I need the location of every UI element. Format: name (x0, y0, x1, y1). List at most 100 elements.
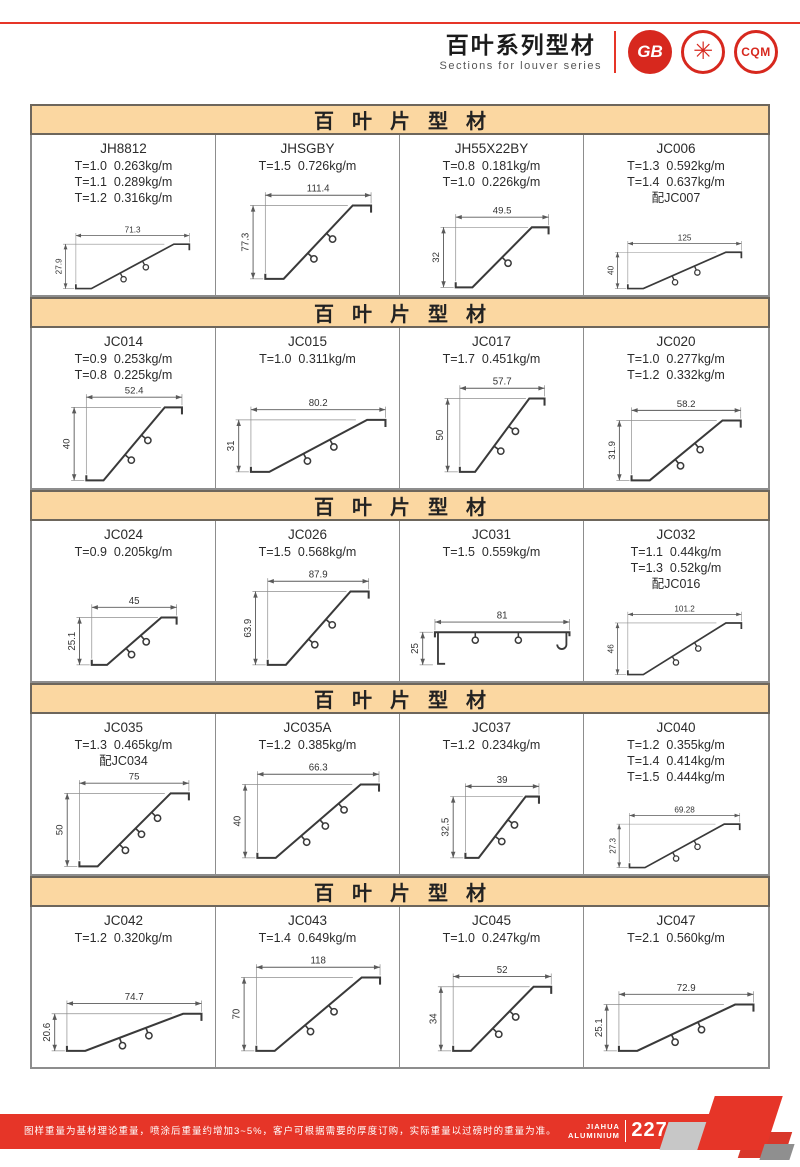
svg-text:74.7: 74.7 (124, 992, 143, 1003)
svg-text:45: 45 (128, 596, 139, 607)
page-header: 百叶系列型材 Sections for louver series GB ✳ C… (440, 30, 778, 74)
svg-text:69.28: 69.28 (674, 805, 695, 814)
title-block: 百叶系列型材 Sections for louver series (440, 32, 603, 72)
profile-section-4: 百叶片型材 JC035 T=1.3 0.465kg/m 配JC034 75 50 JC035… (30, 683, 770, 876)
profile-cell-JC031: JC031 T=1.5 0.559kg/m 81 25 (400, 521, 584, 681)
svg-text:34: 34 (428, 1013, 439, 1024)
profile-cell-JC006: JC006 T=1.3 0.592kg/m T=1.4 0.637kg/m 配JC00… (584, 135, 768, 295)
profile-spec: 配JC007 (651, 190, 701, 205)
profile-model: JHSGBY (280, 141, 335, 156)
profile-drawing-wrap: 74.7 20.6 (32, 946, 215, 1067)
svg-text:58.2: 58.2 (677, 398, 696, 409)
section-banner: 百叶片型材 (30, 104, 770, 135)
star-logo-glyph: ✳ (692, 38, 714, 65)
profile-spec: T=1.3 0.592kg/m (627, 158, 725, 173)
profile-drawing-JC026: 87.9 63.9 (242, 570, 370, 667)
profile-model: JC035 (103, 720, 144, 735)
profile-spec: T=1.5 0.568kg/m (258, 544, 357, 559)
profile-cell-JC017: JC017 T=1.7 0.451kg/m 57.7 50 (400, 328, 584, 488)
brand-divider (624, 1119, 627, 1142)
profile-model: JC017 (471, 334, 512, 349)
svg-text:39: 39 (496, 775, 507, 786)
profile-section-1: 百叶片型材 JH8812 T=1.0 0.263kg/m T=1.1 0.289kg/… (30, 104, 770, 297)
svg-text:49.5: 49.5 (492, 205, 511, 216)
profile-cell-JC042: JC042 T=1.2 0.320kg/m 74.7 20.6 (32, 907, 216, 1067)
profile-drawing-JC037: 39 32.5 (440, 775, 540, 860)
profile-drawing-JC014: 52.4 40 (61, 385, 183, 481)
profile-drawing-wrap: 81 25 (400, 560, 583, 681)
svg-text:27.9: 27.9 (54, 258, 63, 274)
svg-text:57.7: 57.7 (492, 377, 511, 388)
gb-logo-text: GB (637, 42, 663, 61)
profile-cell-JC020: JC020 T=1.0 0.277kg/m T=1.2 0.332kg/m 58.2 3… (584, 328, 768, 488)
quality-certification-logo-icon: ✳ (681, 30, 725, 74)
profile-drawing-wrap: 66.3 40 (216, 753, 399, 874)
profile-spec: T=1.2 0.332kg/m (627, 367, 725, 382)
svg-text:40: 40 (232, 816, 243, 827)
profile-spec: T=1.3 0.465kg/m (74, 737, 173, 752)
profile-drawing-wrap: 52 34 (400, 946, 583, 1067)
svg-text:77.3: 77.3 (240, 233, 251, 252)
profile-model: JC015 (287, 334, 328, 349)
profile-spec: T=1.2 0.234kg/m (442, 737, 541, 752)
svg-text:63.9: 63.9 (242, 619, 253, 638)
profile-spec: T=0.9 0.253kg/m (74, 351, 173, 366)
svg-text:111.4: 111.4 (306, 184, 329, 195)
profile-spec: T=1.5 0.559kg/m (442, 544, 541, 559)
profile-model: JC043 (287, 913, 328, 928)
profile-drawing-JC024: 45 25.1 (66, 596, 178, 667)
profile-cell-JC015: JC015 T=1.0 0.311kg/m 80.2 31 (216, 328, 400, 488)
svg-text:32.5: 32.5 (440, 818, 451, 837)
profile-drawing-JC031: 81 25 (410, 611, 570, 666)
profile-cell-JC047: JC047 T=2.1 0.560kg/m 72.9 25.1 (584, 907, 768, 1067)
profile-model: JC006 (656, 141, 696, 156)
page-number: 227 (631, 1119, 668, 1141)
profile-drawing-wrap: 69.28 27.3 (584, 785, 768, 874)
profile-spec: T=0.9 0.205kg/m (74, 544, 173, 559)
decorative-parallelogram-gray-small (759, 1144, 795, 1160)
profile-drawing-wrap: 87.9 63.9 (216, 560, 399, 681)
profile-drawing-wrap: 118 70 (216, 946, 399, 1067)
profile-drawing-JC035: 75 50 (54, 771, 190, 867)
profile-spec: T=1.0 0.277kg/m (627, 351, 725, 366)
section-banner: 百叶片型材 (30, 876, 770, 907)
page-footer: 图样重量为基材理论重量，喷涂后重量约增加3~5%，客户可根据需要的厚度订购，实际… (0, 1096, 800, 1166)
profile-drawing-JC032: 101.2 46 (607, 604, 743, 675)
profile-spec: T=2.1 0.560kg/m (627, 930, 725, 945)
svg-text:72.9: 72.9 (677, 983, 696, 994)
footer-note: 图样重量为基材理论重量，喷涂后重量约增加3~5%，客户可根据需要的厚度订购，实际… (24, 1126, 557, 1137)
profile-model: JC024 (103, 527, 144, 542)
section-banner: 百叶片型材 (30, 297, 770, 328)
profile-cell-JC037: JC037 T=1.2 0.234kg/m 39 32.5 (400, 714, 584, 874)
profile-drawing-JHSGBY: 111.4 77.3 (240, 184, 372, 281)
profile-cell-JC032: JC032 T=1.1 0.44kg/m T=1.3 0.52kg/m 配JC016 1… (584, 521, 768, 681)
profile-section-3: 百叶片型材 JC024 T=0.9 0.205kg/m 45 25.1 JC026 T=1.… (30, 490, 770, 683)
profile-spec: T=0.8 0.225kg/m (74, 367, 173, 382)
profile-drawing-wrap: 71.3 27.9 (32, 206, 215, 295)
svg-text:52: 52 (496, 965, 507, 976)
profile-spec: T=0.8 0.181kg/m (442, 158, 541, 173)
profile-drawing-JC006: 125 40 (607, 233, 743, 289)
profile-drawing-JH55X22BY: 49.5 32 (430, 205, 550, 288)
cqm-logo-text: CQM (741, 45, 771, 59)
profile-drawing-wrap: 49.5 32 (400, 190, 583, 295)
profile-drawing-JC040: 69.28 27.3 (608, 805, 741, 868)
svg-text:125: 125 (678, 233, 692, 242)
profile-model: JC047 (656, 913, 696, 928)
profile-cell-JC026: JC026 T=1.5 0.568kg/m 87.9 63.9 (216, 521, 400, 681)
profile-spec: T=1.4 0.649kg/m (258, 930, 357, 945)
profile-spec: T=1.2 0.355kg/m (627, 737, 725, 752)
profile-cell-JC024: JC024 T=0.9 0.205kg/m 45 25.1 (32, 521, 216, 681)
profile-cell-JH55X22BY: JH55X22BY T=0.8 0.181kg/m T=1.0 0.226kg/m 4… (400, 135, 584, 295)
certification-logos: GB ✳ CQM (628, 30, 778, 74)
profile-drawing-wrap: 58.2 31.9 (584, 383, 768, 488)
profile-spec: T=1.2 0.316kg/m (74, 190, 173, 205)
profile-drawing-wrap: 52.4 40 (32, 383, 215, 488)
profile-model: JH8812 (100, 141, 147, 156)
profile-spec: T=1.7 0.451kg/m (442, 351, 541, 366)
profile-drawing-JC020: 58.2 31.9 (607, 398, 742, 481)
page-subtitle: Sections for louver series (439, 60, 602, 73)
profile-drawing-JC047: 72.9 25.1 (594, 983, 755, 1053)
brand-name: JIAHUA ALUMINIUM (568, 1122, 620, 1140)
svg-text:75: 75 (128, 771, 139, 782)
